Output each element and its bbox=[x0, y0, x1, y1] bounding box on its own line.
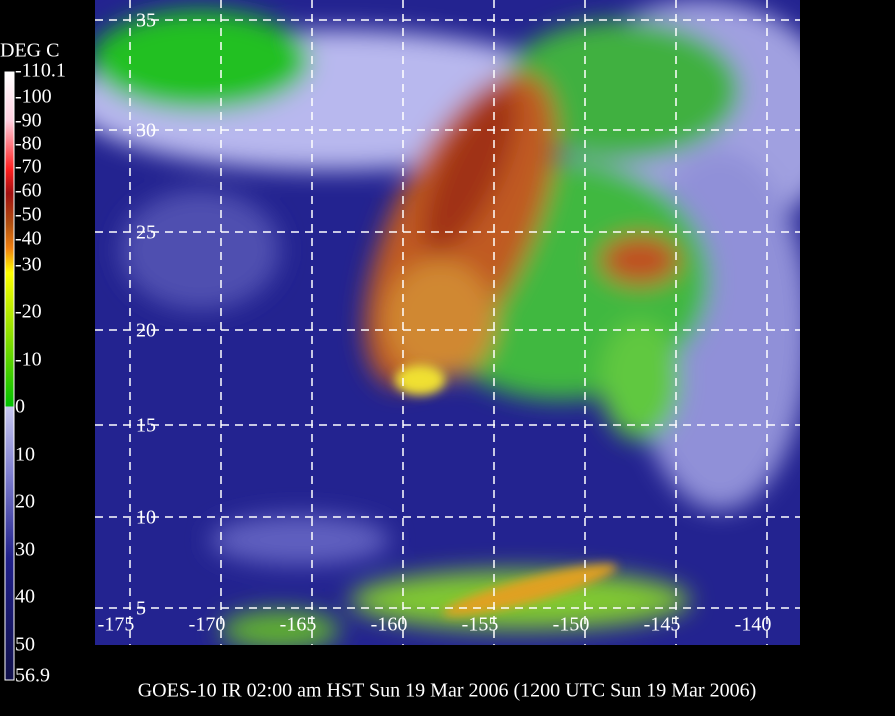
scale-title: DEG C bbox=[0, 40, 59, 62]
longitude-label: -150 bbox=[553, 614, 590, 636]
satellite-image bbox=[95, 0, 800, 645]
longitude-label: -160 bbox=[371, 614, 408, 636]
scale-label: -40 bbox=[15, 228, 42, 250]
scale-label: -10 bbox=[15, 349, 42, 371]
scale-label: -110.1 bbox=[15, 60, 66, 82]
scale-label: -70 bbox=[15, 156, 42, 178]
scale-label: -30 bbox=[15, 254, 42, 276]
longitude-label: -175 bbox=[98, 614, 135, 636]
longitude-label: -140 bbox=[735, 614, 772, 636]
scale-label: 50 bbox=[15, 634, 35, 656]
color-scale-bar bbox=[4, 71, 15, 681]
scale-label: 30 bbox=[15, 539, 35, 561]
scale-labels: -110.1-100-90-80-70-60-50-40-30-20-10010… bbox=[15, 60, 66, 687]
scale-label: -80 bbox=[15, 133, 42, 155]
scale-label: 0 bbox=[15, 396, 25, 418]
scale-label: -90 bbox=[15, 110, 42, 132]
scale-label: -60 bbox=[15, 180, 42, 202]
latitude-label: 30 bbox=[136, 120, 156, 142]
longitude-label: -170 bbox=[189, 614, 226, 636]
scale-label: 40 bbox=[15, 586, 35, 608]
scale-label: -20 bbox=[15, 301, 42, 323]
graticule: 35 30 25 20 15 10 5-175 -170 -165 -160 -155 -150 -14… bbox=[95, 0, 800, 645]
latitude-label: 5 bbox=[136, 598, 146, 620]
latitude-label: 25 bbox=[136, 222, 156, 244]
longitude-label: -165 bbox=[280, 614, 317, 636]
latitude-label: 10 bbox=[136, 507, 156, 529]
scale-label: 20 bbox=[15, 491, 35, 513]
latitude-label: 15 bbox=[136, 415, 156, 437]
scale-label: -50 bbox=[15, 204, 42, 226]
latitude-label: 35 bbox=[136, 10, 156, 32]
scale-label: 10 bbox=[15, 444, 35, 466]
longitude-label: -145 bbox=[644, 614, 681, 636]
scale-label: 56.9 bbox=[15, 665, 50, 687]
latitude-label: 20 bbox=[136, 320, 156, 342]
scale-label: -100 bbox=[15, 86, 52, 108]
caption: GOES-10 IR 02:00 am HST Sun 19 Mar 2006 … bbox=[138, 680, 757, 702]
longitude-label: -155 bbox=[462, 614, 499, 636]
